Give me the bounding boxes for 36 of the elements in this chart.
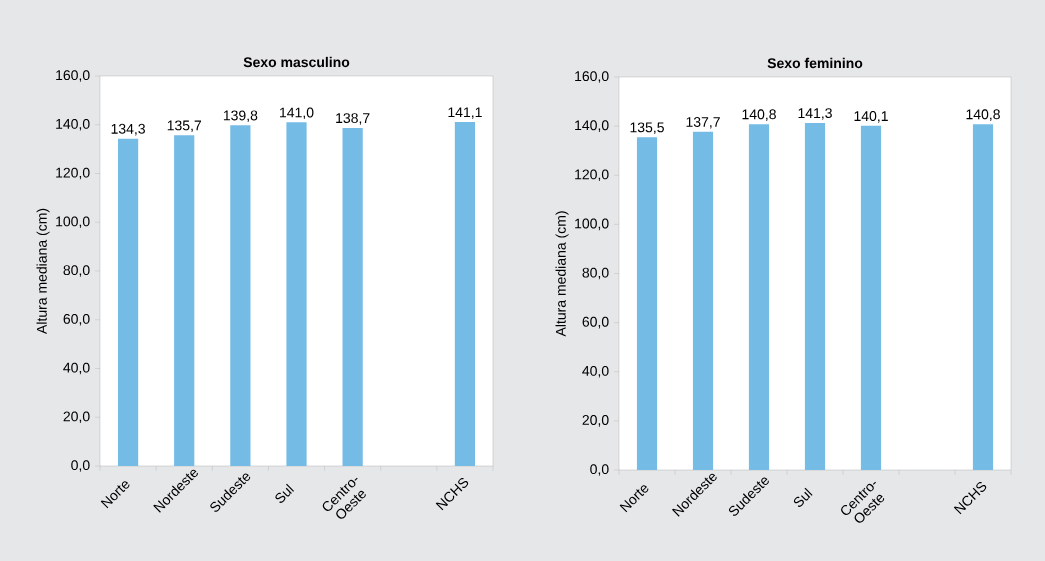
data-label: 140,8 xyxy=(966,109,1000,121)
data-label: 141,3 xyxy=(798,108,832,120)
data-label: 139,8 xyxy=(223,110,258,123)
y-tick-label: 100,0 xyxy=(56,216,90,229)
y-tick-label: 0,0 xyxy=(71,460,90,472)
data-label: 140,1 xyxy=(854,111,888,123)
y-tick-label: 60,0 xyxy=(582,316,609,329)
y-tick-label: 40,0 xyxy=(582,365,609,378)
y-tick-label: 60,0 xyxy=(63,313,90,326)
y-tick-label: 0,0 xyxy=(590,464,609,476)
y-tick-label: 20,0 xyxy=(582,415,609,427)
y-tick-label: 120,0 xyxy=(575,169,609,182)
y-axis-title: Altura mediana (cm) xyxy=(36,208,50,334)
data-label: 140,8 xyxy=(742,109,776,121)
data-label: 137,7 xyxy=(686,116,720,129)
x-tick-label: Sul xyxy=(793,487,813,507)
data-label: 135,5 xyxy=(630,122,664,134)
data-label: 138,7 xyxy=(336,113,370,125)
data-label: 141,1 xyxy=(448,107,482,119)
y-tick-label: 20,0 xyxy=(63,411,90,424)
y-tick-label: 80,0 xyxy=(582,267,609,280)
y-tick-label: 140,0 xyxy=(56,118,90,131)
data-label: 141,0 xyxy=(280,107,314,120)
y-tick-label: 160,0 xyxy=(56,70,90,82)
data-label: 135,7 xyxy=(167,120,202,133)
y-tick-label: 80,0 xyxy=(63,265,90,277)
y-tick-label: 140,0 xyxy=(575,120,609,132)
y-tick-label: 40,0 xyxy=(63,362,90,375)
data-label: 134,3 xyxy=(111,123,145,136)
x-tick-label: Sul xyxy=(275,483,295,503)
y-tick-label: 120,0 xyxy=(56,167,90,180)
y-tick-label: 100,0 xyxy=(575,218,609,231)
y-axis-title: Altura mediana (cm) xyxy=(555,211,569,337)
chart-title: Sexo masculino xyxy=(243,56,350,68)
y-tick-label: 160,0 xyxy=(575,71,609,83)
chart-title: Sexo feminino xyxy=(767,57,863,69)
